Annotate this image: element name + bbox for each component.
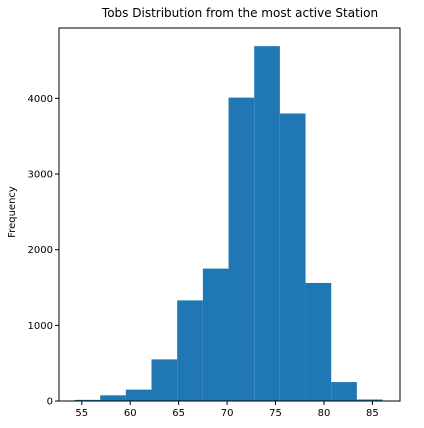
histogram-bar — [254, 46, 280, 402]
y-tick-label: 0 — [47, 397, 53, 408]
histogram-bar — [125, 389, 152, 401]
histogram-bar — [177, 300, 203, 401]
histogram-bar — [100, 395, 126, 401]
histogram-bar — [331, 382, 357, 401]
x-tick-label: 75 — [269, 408, 282, 419]
plot-frame — [58, 27, 401, 402]
histogram-bar — [202, 268, 229, 401]
x-tick-label: 65 — [172, 408, 185, 419]
y-tick-label: 1000 — [28, 321, 53, 332]
y-axis-label: Frequency — [7, 186, 18, 238]
x-tick-label: 80 — [318, 408, 331, 419]
histogram-bar — [279, 113, 306, 401]
histogram-bar — [74, 399, 101, 401]
y-tick-label: 4000 — [28, 94, 53, 105]
y-tick-label: 2000 — [28, 245, 53, 256]
histogram-bar — [228, 97, 255, 401]
x-tick-label: 85 — [366, 408, 379, 419]
histogram-bar — [356, 399, 383, 401]
y-tick-label: 3000 — [28, 170, 53, 181]
x-tick-label: 60 — [124, 408, 137, 419]
histogram-bar — [305, 282, 332, 401]
histogram-bar — [151, 359, 178, 401]
y-axis-ticks: 0 1000 2000 3000 4000 — [28, 94, 59, 408]
histogram-bars — [74, 46, 383, 402]
x-axis-ticks: 55 60 65 70 75 80 85 — [75, 401, 379, 419]
chart-title: Tobs Distribution from the most active S… — [101, 6, 378, 20]
x-tick-label: 55 — [75, 408, 88, 419]
x-tick-label: 70 — [221, 408, 234, 419]
